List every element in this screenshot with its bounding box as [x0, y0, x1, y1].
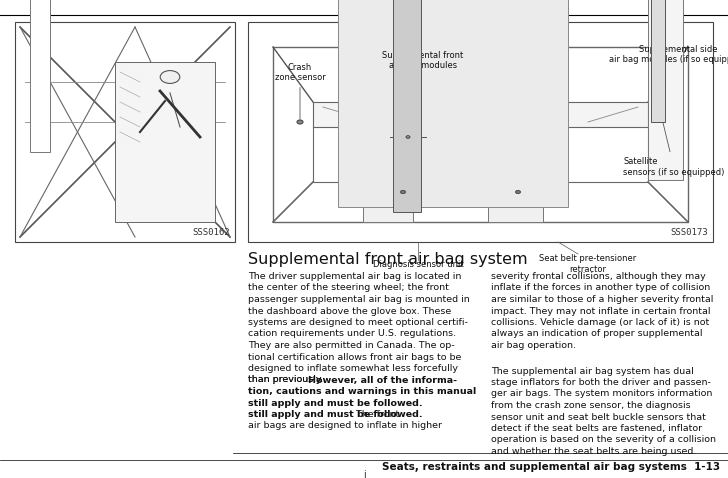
Bar — [338, 0, 568, 207]
Bar — [15, 22, 235, 242]
Text: The supplemental air bag system has dual: The supplemental air bag system has dual — [491, 367, 694, 376]
Text: collisions. Vehicle damage (or lack of it) is not: collisions. Vehicle damage (or lack of i… — [491, 318, 709, 327]
Text: Seats, restraints and supplemental air bag systems  1-13: Seats, restraints and supplemental air b… — [382, 462, 720, 472]
Bar — [488, 0, 543, 167]
Text: than previously.: than previously. — [248, 376, 326, 384]
Text: Supplemental side
air bag modules (if so equipped): Supplemental side air bag modules (if so… — [609, 44, 728, 75]
Text: air bags are designed to inflate in higher: air bags are designed to inflate in high… — [248, 422, 442, 431]
Text: and whether the seat belts are being used.: and whether the seat belts are being use… — [491, 447, 697, 456]
Text: detect if the seat belts are fastened, inflator: detect if the seat belts are fastened, i… — [491, 424, 702, 433]
Text: stage inflators for both the driver and passen-: stage inflators for both the driver and … — [491, 378, 711, 387]
Bar — [30, 0, 50, 152]
Bar — [488, 0, 543, 222]
Text: designed to inflate somewhat less forcefully: designed to inflate somewhat less forcef… — [248, 364, 458, 373]
Bar — [393, 0, 421, 212]
Text: sensor unit and seat belt buckle sensors that: sensor unit and seat belt buckle sensors… — [491, 413, 706, 422]
Bar — [423, 0, 498, 177]
Bar — [363, 0, 413, 167]
Text: tion, cautions and warnings in this manual: tion, cautions and warnings in this manu… — [248, 387, 476, 396]
Text: The driver supplemental air bag is located in: The driver supplemental air bag is locat… — [248, 272, 462, 281]
Bar — [648, 0, 683, 180]
Text: passenger supplemental air bag is mounted in: passenger supplemental air bag is mounte… — [248, 295, 470, 304]
Text: ger air bags. The system monitors information: ger air bags. The system monitors inform… — [491, 390, 713, 399]
Circle shape — [406, 136, 410, 138]
Text: operation is based on the severity of a collision: operation is based on the severity of a … — [491, 435, 716, 445]
Circle shape — [160, 71, 180, 84]
Text: the center of the steering wheel; the front: the center of the steering wheel; the fr… — [248, 283, 449, 293]
Text: Supplemental front
air bag modules: Supplemental front air bag modules — [382, 51, 464, 101]
Text: impact. They may not inflate in certain frontal: impact. They may not inflate in certain … — [491, 306, 711, 315]
Text: air bag operation.: air bag operation. — [491, 341, 576, 350]
Text: inflate if the forces in another type of collision: inflate if the forces in another type of… — [491, 283, 711, 293]
Circle shape — [515, 190, 521, 194]
Text: They are also permitted in Canada. The op-: They are also permitted in Canada. The o… — [248, 341, 454, 350]
Text: SSS0173: SSS0173 — [670, 228, 708, 237]
Text: The front: The front — [353, 410, 399, 419]
Text: Seat belt pre-tensioner
retractor: Seat belt pre-tensioner retractor — [539, 254, 636, 274]
Text: systems are designed to meet optional certifi-: systems are designed to meet optional ce… — [248, 318, 468, 327]
Text: i: i — [363, 470, 365, 478]
Text: Diagnosis sensor unit: Diagnosis sensor unit — [373, 260, 463, 269]
Text: are similar to those of a higher severity frontal: are similar to those of a higher severit… — [491, 295, 713, 304]
Text: tional certification allows front air bags to be: tional certification allows front air ba… — [248, 352, 462, 361]
Text: Crash
zone sensor: Crash zone sensor — [274, 63, 325, 119]
Circle shape — [400, 190, 405, 194]
Text: always an indication of proper supplemental: always an indication of proper supplemen… — [491, 329, 703, 338]
Bar — [651, 0, 665, 82]
Text: still apply and must be followed.: still apply and must be followed. — [248, 410, 423, 419]
Text: the dashboard above the glove box. These: the dashboard above the glove box. These — [248, 306, 451, 315]
Bar — [248, 22, 713, 242]
Text: Supplemental front air bag system: Supplemental front air bag system — [248, 252, 528, 267]
Text: cation requirements under U.S. regulations.: cation requirements under U.S. regulatio… — [248, 329, 456, 338]
Bar — [115, 62, 215, 222]
Text: still apply and must be followed.: still apply and must be followed. — [248, 399, 423, 408]
Polygon shape — [313, 102, 648, 127]
Text: Satellite
sensors (if so equipped): Satellite sensors (if so equipped) — [623, 105, 724, 177]
Text: However, all of the informa-: However, all of the informa- — [308, 376, 457, 384]
Bar — [651, 0, 665, 122]
Bar — [363, 0, 413, 222]
Text: severity frontal collisions, although they may: severity frontal collisions, although th… — [491, 272, 705, 281]
Text: SSS0162: SSS0162 — [192, 228, 230, 237]
Text: than previously.: than previously. — [248, 376, 326, 384]
Circle shape — [297, 120, 303, 124]
Text: from the crash zone sensor, the diagnosis: from the crash zone sensor, the diagnosi… — [491, 401, 691, 410]
